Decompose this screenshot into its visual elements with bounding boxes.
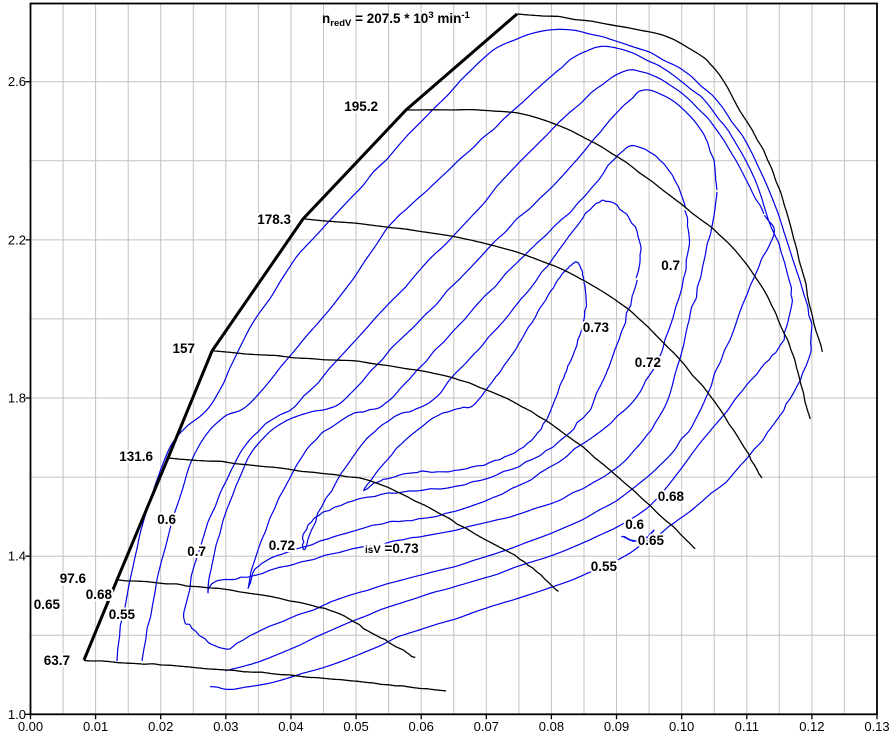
svg-text:0.55: 0.55	[591, 559, 618, 574]
svg-text:0.7: 0.7	[661, 258, 680, 273]
svg-text:0.00: 0.00	[18, 719, 43, 734]
svg-text:0.12: 0.12	[799, 719, 824, 734]
svg-text:0.72: 0.72	[635, 355, 661, 370]
svg-text:2.2: 2.2	[8, 232, 26, 247]
svg-text:nredV = 207.5 * 103 min-1: nredV = 207.5 * 103 min-1	[322, 10, 471, 29]
svg-text:157: 157	[172, 341, 195, 356]
svg-text:1.4: 1.4	[8, 549, 26, 564]
svg-text:0.11: 0.11	[735, 719, 759, 734]
svg-text:0.06: 0.06	[409, 719, 434, 734]
svg-text:0.68: 0.68	[86, 587, 113, 602]
svg-text:0.09: 0.09	[604, 719, 629, 734]
svg-text:0.65: 0.65	[638, 533, 665, 548]
svg-text:195.2: 195.2	[344, 99, 378, 114]
svg-text:0.7: 0.7	[187, 544, 206, 559]
svg-text:1.0: 1.0	[8, 707, 26, 722]
svg-text:0.13: 0.13	[864, 719, 889, 734]
svg-text:131.6: 131.6	[119, 449, 153, 464]
svg-text:1.8: 1.8	[8, 391, 26, 406]
svg-text:0.01: 0.01	[83, 719, 108, 734]
svg-text:0.10: 0.10	[669, 719, 694, 734]
svg-text:0.02: 0.02	[148, 719, 173, 734]
svg-text:0.05: 0.05	[343, 719, 368, 734]
svg-text:0.73: 0.73	[583, 320, 610, 335]
svg-text:0.04: 0.04	[278, 719, 303, 734]
svg-text:0.68: 0.68	[658, 489, 685, 504]
svg-text:0.6: 0.6	[157, 512, 176, 527]
svg-text:0.72: 0.72	[269, 538, 295, 553]
svg-text:178.3: 178.3	[257, 212, 291, 227]
svg-text:0.08: 0.08	[539, 719, 564, 734]
svg-text:0.6: 0.6	[625, 517, 644, 532]
svg-text:isV =0.73: isV =0.73	[365, 541, 419, 556]
svg-text:2.6: 2.6	[8, 74, 26, 89]
svg-text:0.03: 0.03	[213, 719, 238, 734]
svg-text:63.7: 63.7	[44, 653, 70, 668]
svg-text:0.65: 0.65	[34, 597, 61, 612]
svg-text:97.6: 97.6	[60, 571, 87, 586]
svg-text:0.55: 0.55	[109, 607, 136, 622]
svg-text:0.07: 0.07	[474, 719, 499, 734]
